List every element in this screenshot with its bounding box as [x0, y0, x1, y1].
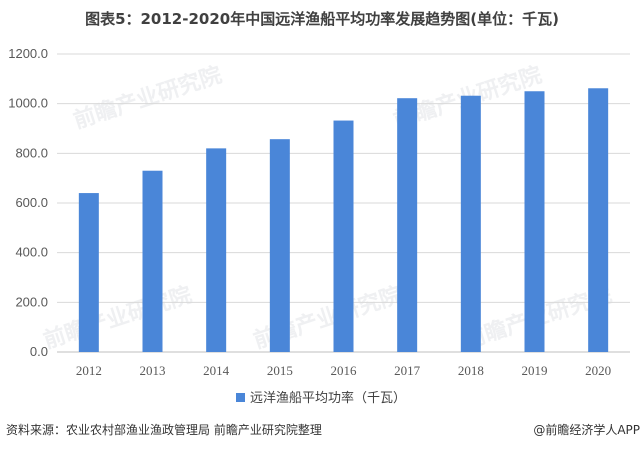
y-tick-label: 400.0 [15, 245, 48, 260]
x-tick-label: 2018 [458, 363, 484, 378]
brand-label: @前瞻经济学人APP [533, 423, 640, 437]
bar [333, 120, 354, 352]
source-note: 资料来源：农业农村部渔业渔政管理局 前瞻产业研究院整理 [6, 423, 322, 437]
bar [142, 170, 163, 352]
y-tick-label: 600.0 [15, 195, 48, 210]
y-tick-label: 800.0 [15, 145, 48, 160]
bar [524, 91, 545, 352]
bar [206, 148, 227, 352]
x-tick-label: 2017 [394, 363, 421, 378]
x-tick-label: 2016 [331, 363, 358, 378]
x-tick-label: 2020 [585, 363, 611, 378]
y-tick-label: 0.0 [30, 344, 48, 359]
chart-title: 图表5：2012-2020年中国远洋渔船平均功率发展趋势图(单位：千瓦) [85, 10, 559, 28]
bar [269, 139, 290, 352]
legend-label: 远洋渔船平均功率（千瓦） [250, 390, 406, 406]
bar [78, 193, 99, 352]
y-tick-label: 1000.0 [8, 96, 48, 111]
x-tick-label: 2015 [267, 363, 293, 378]
x-tick-label: 2019 [522, 363, 548, 378]
x-tick-label: 2013 [140, 363, 166, 378]
y-tick-label: 1200.0 [8, 46, 48, 61]
bar [397, 98, 418, 352]
bar [460, 95, 481, 352]
bar [588, 88, 609, 353]
x-tick-label: 2014 [203, 363, 230, 378]
x-tick-label: 2012 [76, 363, 102, 378]
legend-swatch [236, 393, 245, 402]
y-tick-label: 200.0 [15, 294, 48, 309]
